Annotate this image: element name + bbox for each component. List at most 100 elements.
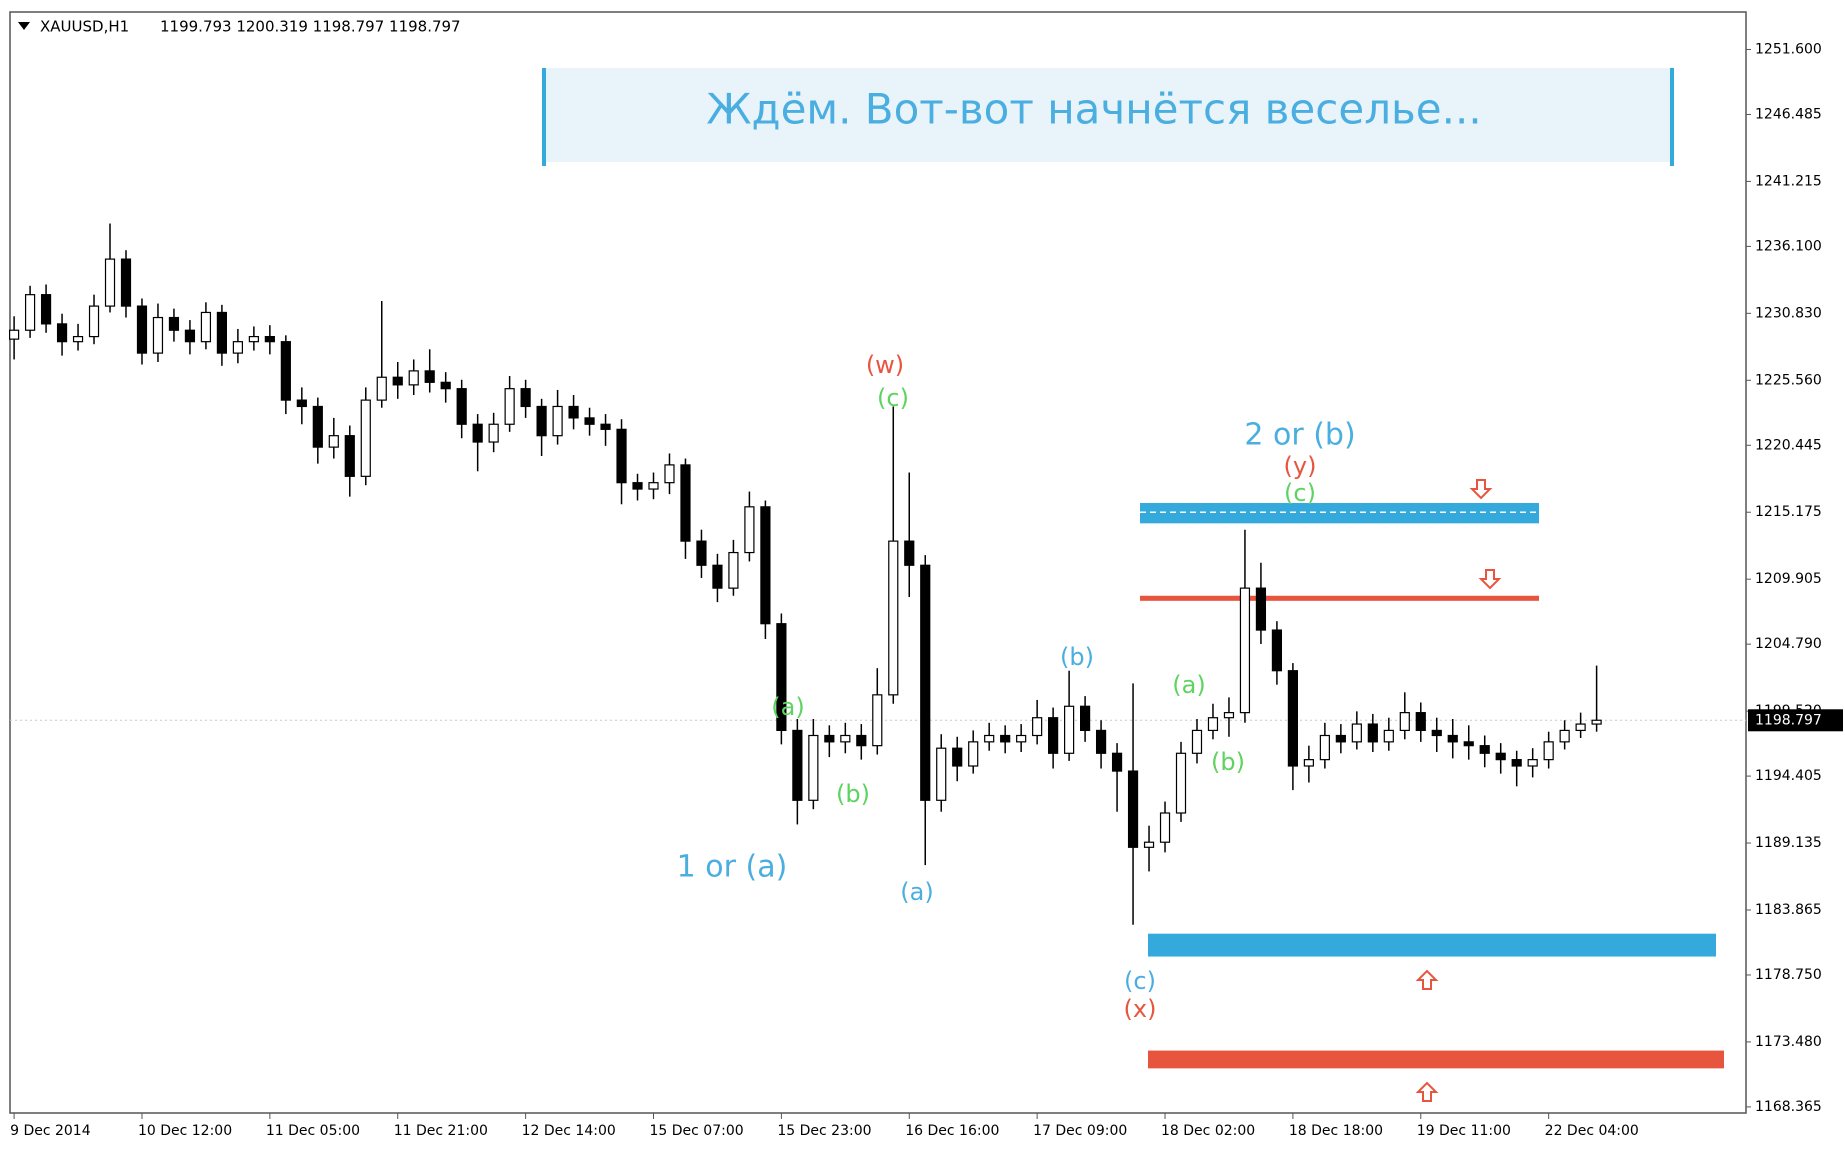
wave-label: (a): [1172, 671, 1205, 699]
candle-body: [200, 311, 212, 343]
candle-body: [1111, 752, 1123, 772]
candle-body: [472, 423, 483, 443]
candle-body: [72, 335, 84, 343]
wave-label: (y): [1284, 452, 1317, 480]
candle-body: [1048, 717, 1059, 754]
candle-body: [328, 435, 339, 448]
candle-body: [744, 506, 755, 554]
y-tick-label: 1246.485: [1755, 106, 1822, 122]
candle-body: [88, 305, 100, 338]
candle-body: [824, 734, 835, 743]
candle-body: [168, 316, 180, 331]
wave-label: (a): [771, 693, 804, 721]
candle-body: [296, 399, 307, 408]
x-tick-label: 9 Dec 2014: [10, 1123, 91, 1139]
candle-body: [1143, 841, 1155, 848]
candle-body: [552, 405, 563, 437]
y-tick-label: 1168.365: [1755, 1099, 1822, 1115]
candle-body: [264, 335, 275, 343]
candle-body: [536, 405, 547, 437]
x-tick-label: 10 Dec 12:00: [138, 1123, 232, 1139]
candle-body: [1191, 729, 1203, 754]
candle-body: [712, 564, 723, 589]
candle-body: [504, 388, 515, 425]
ohlc-header: 1199.793 1200.319 1198.797 1198.797: [160, 18, 461, 36]
last-price-box: [1748, 709, 1843, 732]
candle-body: [248, 335, 259, 343]
x-tick-label: 15 Dec 07:00: [650, 1123, 744, 1139]
x-tick-label: 19 Dec 11:00: [1417, 1123, 1511, 1139]
candle-body: [584, 417, 595, 425]
candle-body: [1159, 812, 1171, 843]
wave-label: (b): [1060, 643, 1094, 671]
candle-body: [648, 482, 659, 490]
y-tick-label: 1241.215: [1755, 173, 1822, 189]
y-tick-label: 1178.750: [1755, 967, 1822, 983]
candle-body: [1591, 719, 1602, 725]
candle-body: [872, 694, 883, 747]
wave-label: 2 or (b): [1244, 418, 1355, 453]
candle-body: [1079, 705, 1091, 732]
y-tick-label: 1225.560: [1755, 372, 1822, 388]
candle-body: [808, 734, 819, 801]
candle-body: [1255, 587, 1267, 631]
wave-label: (a): [900, 878, 933, 906]
candle-body: [376, 376, 387, 401]
sell-arrow: [1478, 569, 1502, 590]
menu-arrow: [18, 22, 30, 30]
x-tick-label: 22 Dec 04:00: [1545, 1123, 1639, 1139]
candle-body: [1415, 712, 1426, 732]
candle-body: [360, 399, 371, 477]
candle-body: [1383, 729, 1394, 743]
candle-body: [1032, 717, 1043, 737]
candle-body: [136, 305, 148, 354]
wave-label: (b): [836, 780, 870, 808]
candle-body: [104, 258, 116, 307]
wave-label: (c): [1284, 479, 1316, 507]
candle-body: [56, 323, 68, 343]
level-zone: [1140, 503, 1539, 524]
candle-body: [968, 741, 979, 767]
candle-body: [1095, 729, 1107, 754]
y-tick-label: 1220.445: [1755, 437, 1822, 453]
candle-body: [9, 329, 20, 340]
x-tick-label: 11 Dec 05:00: [266, 1123, 360, 1139]
x-tick-label: 11 Dec 21:00: [394, 1123, 488, 1139]
banner-box: [544, 68, 1672, 162]
candle-body: [1303, 759, 1314, 767]
wave-label: (x): [1124, 995, 1157, 1023]
x-tick-label: 18 Dec 18:00: [1289, 1123, 1383, 1139]
x-tick-label: 16 Dec 16:00: [905, 1123, 999, 1139]
candle-body: [120, 258, 132, 307]
candle-body: [760, 506, 771, 625]
candle-body: [24, 294, 36, 331]
candle-body: [904, 540, 915, 566]
candle-body: [888, 540, 899, 696]
candle-body: [632, 482, 643, 490]
x-tick-label: 18 Dec 02:00: [1161, 1123, 1255, 1139]
sell-arrow: [1469, 479, 1493, 500]
symbol: XAUUSD,H1: [40, 18, 129, 36]
candle-body: [40, 294, 52, 325]
wave-label: (b): [1211, 748, 1245, 776]
candle-body: [1367, 723, 1378, 743]
candle-body: [1016, 734, 1027, 743]
banner-bar: [1670, 68, 1674, 166]
candle-body: [776, 623, 787, 732]
candle-body: [1207, 717, 1219, 732]
candle-body: [312, 405, 323, 448]
candle-body: [392, 376, 403, 386]
candle-body: [488, 423, 499, 443]
candle-body: [280, 341, 291, 401]
wave-label: (w): [866, 351, 904, 379]
candle-body: [1271, 629, 1283, 672]
candle-body: [184, 329, 196, 343]
candle-body: [856, 734, 867, 747]
candle-body: [936, 747, 947, 801]
x-tick-label: 15 Dec 23:00: [777, 1123, 871, 1139]
candle-body: [216, 311, 228, 354]
wave-label: (c): [1124, 967, 1156, 995]
candle-body: [1287, 670, 1299, 767]
